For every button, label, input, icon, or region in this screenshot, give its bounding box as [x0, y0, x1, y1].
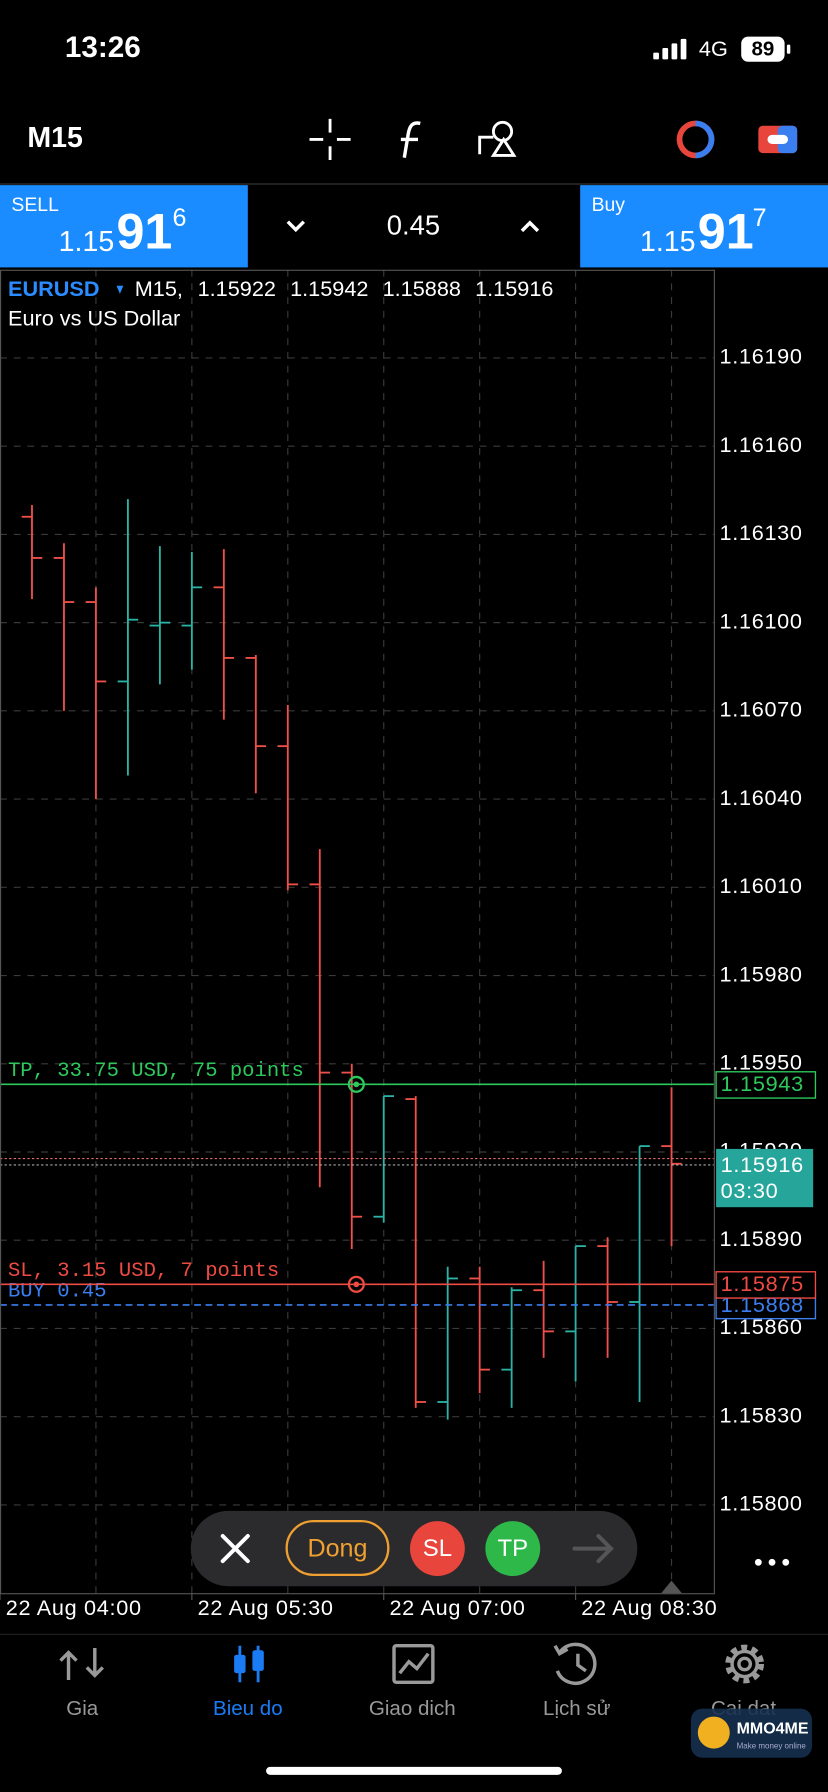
sell-price-prefix: 1.15	[59, 226, 115, 258]
buy-button[interactable]	[580, 185, 828, 268]
sl-button-label: SL	[423, 1535, 452, 1562]
y-tick-label: 1.16160	[720, 432, 803, 457]
volume[interactable]: 0.45	[387, 210, 440, 241]
y-tick-label: 1.15830	[720, 1402, 803, 1427]
sl-button[interactable]	[410, 1521, 465, 1576]
x-tick-label: 22 Aug 05:30	[198, 1595, 334, 1620]
sl-handle[interactable]	[347, 1275, 365, 1293]
tp-button[interactable]	[485, 1521, 541, 1576]
watermark-logo	[697, 1716, 730, 1749]
buy-price-fraction: 7	[753, 204, 767, 232]
watermark-title: MMO4ME	[737, 1720, 809, 1737]
indicators-icon[interactable]	[400, 121, 421, 158]
battery-tip	[786, 44, 791, 54]
nav-label[interactable]: Giao dich	[369, 1697, 456, 1720]
y-tick-label: 1.16010	[720, 873, 803, 898]
sell-label: SELL	[11, 194, 59, 216]
tp-handle-dot	[353, 1081, 360, 1088]
header-timeframe: M15,	[135, 276, 183, 301]
y-tick-label: 1.16070	[720, 697, 803, 722]
account-icon[interactable]	[676, 120, 715, 159]
y-tick-label: 1.15800	[720, 1491, 803, 1516]
signal-icon	[653, 38, 687, 60]
close-bar-button[interactable]	[220, 1534, 250, 1564]
y-tick-label: 1.16190	[720, 344, 803, 369]
x-tick-label: 22 Aug 08:30	[581, 1595, 717, 1620]
header-open: 1.15922	[198, 276, 276, 301]
sell-price-fraction: 6	[172, 204, 186, 232]
chart: 1.16190 1.16160 1.16130 1.16100 1.16070 1.160…	[0, 269, 817, 1620]
sl-label: SL, 3.15 USD, 7 points	[8, 1260, 279, 1283]
nav-label[interactable]: Gia	[66, 1697, 99, 1720]
chart-icon[interactable]	[234, 1645, 264, 1683]
sell-button[interactable]	[0, 185, 248, 268]
buy-price-pips: 91	[698, 204, 754, 260]
close-position-label: Dong	[307, 1534, 367, 1562]
trade-tab-icon[interactable]	[392, 1644, 435, 1684]
header-close: 1.15916	[475, 276, 553, 301]
more-button[interactable]	[754, 1558, 790, 1566]
history-icon[interactable]	[553, 1642, 597, 1685]
y-tick-label: 1.16100	[720, 608, 803, 633]
y-tick-label: 1.15890	[720, 1226, 803, 1251]
bid-price-box	[716, 1148, 814, 1208]
network-type: 4G	[699, 36, 728, 61]
bar-countdown: 03:30	[721, 1178, 779, 1203]
y-tick-label: 1.16130	[720, 520, 803, 545]
volume-up[interactable]	[520, 220, 540, 233]
close-position-button[interactable]	[285, 1520, 390, 1576]
trade-icon[interactable]	[758, 125, 798, 154]
header-low: 1.15888	[383, 276, 461, 301]
quotes-icon[interactable]	[59, 1648, 104, 1680]
nav-label[interactable]: Bieu do	[213, 1697, 283, 1720]
watermark-subtitle: Make money online	[737, 1741, 807, 1750]
next-button[interactable]	[572, 1534, 614, 1564]
tp-handle[interactable]	[347, 1075, 365, 1093]
battery-icon	[741, 36, 785, 62]
home-indicator	[266, 1766, 562, 1775]
tp-button-label: TP	[497, 1535, 528, 1562]
chart-shift-marker	[661, 1580, 682, 1594]
volume-down[interactable]	[286, 220, 306, 233]
bid-price: 1.15916	[721, 1152, 804, 1177]
chart-header: M15, 1.15922 1.15942 1.15888 1.15916	[135, 276, 554, 301]
position-label: BUY 0.45	[8, 1281, 107, 1304]
clock: 13:26	[65, 31, 141, 64]
battery-level: 89	[751, 38, 774, 61]
nav-label[interactable]: Lịch sử	[543, 1697, 611, 1720]
objects-icon[interactable]	[478, 120, 517, 157]
symbol-description: Euro vs US Dollar	[8, 306, 180, 331]
tp-label: TP, 33.75 USD, 75 points	[8, 1060, 304, 1083]
chart-frame	[0, 269, 715, 1595]
symbol-dropdown[interactable]	[116, 285, 124, 294]
symbol[interactable]: EURUSD	[8, 276, 100, 301]
tp-price-box	[715, 1071, 817, 1099]
buy-label: Buy	[592, 194, 626, 216]
sell-price-pips: 91	[116, 204, 172, 260]
header-high: 1.15942	[290, 276, 368, 301]
sl-handle-dot	[353, 1281, 360, 1288]
y-tick-label: 1.15950	[720, 1050, 803, 1075]
y-tick-label: 1.15980	[720, 961, 803, 986]
y-tick-label: 1.16040	[720, 785, 803, 810]
buy-price-prefix: 1.15	[640, 226, 696, 258]
tp-price: 1.15943	[721, 1071, 804, 1096]
settings-icon[interactable]	[725, 1644, 765, 1684]
x-tick-label: 22 Aug 07:00	[389, 1595, 525, 1620]
sl-price: 1.15875	[721, 1271, 804, 1296]
timeframe-button[interactable]: M15	[27, 122, 83, 154]
x-tick-label: 22 Aug 04:00	[6, 1595, 142, 1620]
crosshair-icon[interactable]	[309, 118, 351, 160]
sl-price-box	[715, 1271, 817, 1299]
